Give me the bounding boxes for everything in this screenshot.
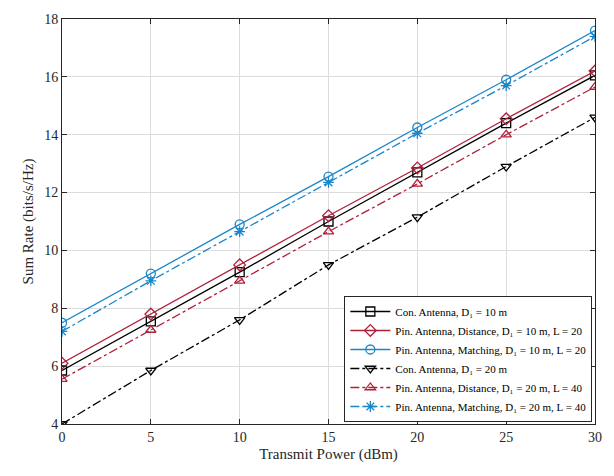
svg-text:15: 15 (322, 430, 336, 445)
svg-text:18: 18 (44, 12, 58, 27)
svg-text:5: 5 (147, 430, 154, 445)
svg-text:8: 8 (51, 301, 58, 316)
svg-text:16: 16 (44, 70, 58, 85)
svg-text:4: 4 (51, 417, 58, 432)
svg-text:Pin. Antenna, Distance, D₁ = 1: Pin. Antenna, Distance, D₁ = 10 m, L = 2… (395, 325, 582, 337)
svg-text:6: 6 (51, 359, 58, 374)
svg-text:30: 30 (588, 430, 602, 445)
svg-text:Transmit Power (dBm): Transmit Power (dBm) (259, 446, 398, 463)
svg-text:25: 25 (499, 430, 513, 445)
svg-text:Con. Antenna, D₁ = 10 m: Con. Antenna, D₁ = 10 m (395, 306, 507, 318)
svg-text:Pin. Antenna, Distance, D₁ = 2: Pin. Antenna, Distance, D₁ = 20 m, L = 4… (395, 382, 582, 394)
svg-text:Pin. Antenna, Matching, D₁ = 1: Pin. Antenna, Matching, D₁ = 10 m, L = 2… (395, 344, 586, 356)
svg-text:10: 10 (233, 430, 247, 445)
svg-text:10: 10 (44, 243, 58, 258)
svg-text:Sum Rate (bits/s/Hz): Sum Rate (bits/s/Hz) (20, 159, 37, 285)
svg-text:Con. Antenna, D₁ = 20 m: Con. Antenna, D₁ = 20 m (395, 363, 507, 375)
svg-text:14: 14 (44, 128, 58, 143)
svg-text:12: 12 (44, 185, 58, 200)
svg-text:20: 20 (410, 430, 424, 445)
svg-text:0: 0 (59, 430, 66, 445)
svg-text:Pin. Antenna, Matching, D₁ = 2: Pin. Antenna, Matching, D₁ = 20 m, L = 4… (395, 401, 586, 413)
